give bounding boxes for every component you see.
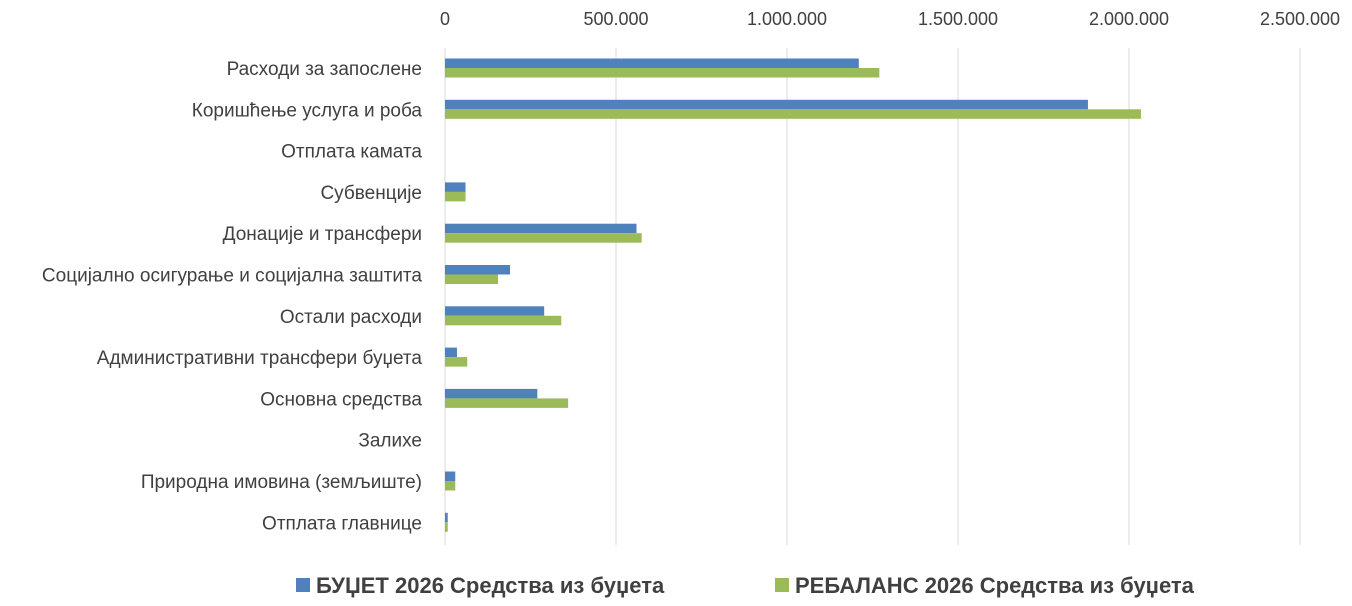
bar-rebalance (445, 315, 562, 326)
x-tick-label: 2.000.000 (1089, 9, 1169, 29)
bar-budget (445, 306, 545, 316)
x-tick-label: 1.000.000 (747, 9, 827, 29)
category-label: Субвенције (320, 183, 422, 204)
bar-budget (445, 388, 538, 399)
bar-rebalance (445, 191, 466, 202)
legend-label: БУЏЕТ 2026 Средства из буџета (316, 573, 665, 598)
x-tick-label: 500.000 (583, 9, 648, 29)
bar-rebalance (445, 398, 569, 408)
bar-rebalance (445, 481, 456, 491)
category-label: Расходи за запослене (227, 59, 422, 80)
bar-budget (445, 58, 859, 68)
category-label: Административни трансфери буџета (97, 348, 423, 369)
bar-rebalance (445, 522, 448, 532)
bar-budget (445, 265, 510, 275)
bar-rebalance (445, 109, 1141, 119)
x-axis-ticks: 0 500.000 1.000.000 1.500.000 2.000.000 2.500… (440, 9, 1340, 29)
bar-budget (445, 471, 456, 481)
bar-budget (445, 512, 448, 523)
x-tick-label: 0 (440, 9, 450, 29)
x-tick-label: 1.500.000 (918, 9, 998, 29)
category-label: Остали расходи (280, 307, 422, 328)
bar-rebalance (445, 274, 499, 284)
category-label: Социјално осигурање и социјална заштита (42, 266, 423, 287)
bars (445, 58, 1141, 532)
bar-budget (445, 347, 457, 358)
legend-label: РЕБАЛАНС 2026 Средства из буџета (795, 573, 1195, 598)
bar-rebalance (445, 357, 468, 367)
category-label: Природна имовина (земљиште) (141, 472, 422, 493)
category-labels: Расходи за запослене Коришћење услуга и р… (42, 59, 423, 534)
bar-budget (445, 99, 1088, 110)
bar-rebalance (445, 68, 880, 78)
gridlines (444, 48, 1301, 545)
bar-rebalance (445, 233, 642, 243)
category-label: Отплата главнице (262, 513, 422, 534)
bar-budget (445, 223, 637, 234)
category-label: Донације и трансфери (223, 224, 422, 245)
category-label: Отплата камата (281, 142, 422, 163)
x-tick-label: 2.500.000 (1260, 9, 1340, 29)
category-label: Залихе (358, 431, 422, 452)
legend-swatch (296, 578, 310, 592)
bar-budget (445, 182, 466, 192)
legend: БУЏЕТ 2026 Средства из буџета РЕБАЛАНС 20… (296, 573, 1195, 598)
legend-swatch (775, 578, 789, 592)
category-label: Коришћење услуга и роба (192, 100, 423, 121)
category-label: Основна средства (260, 389, 422, 410)
